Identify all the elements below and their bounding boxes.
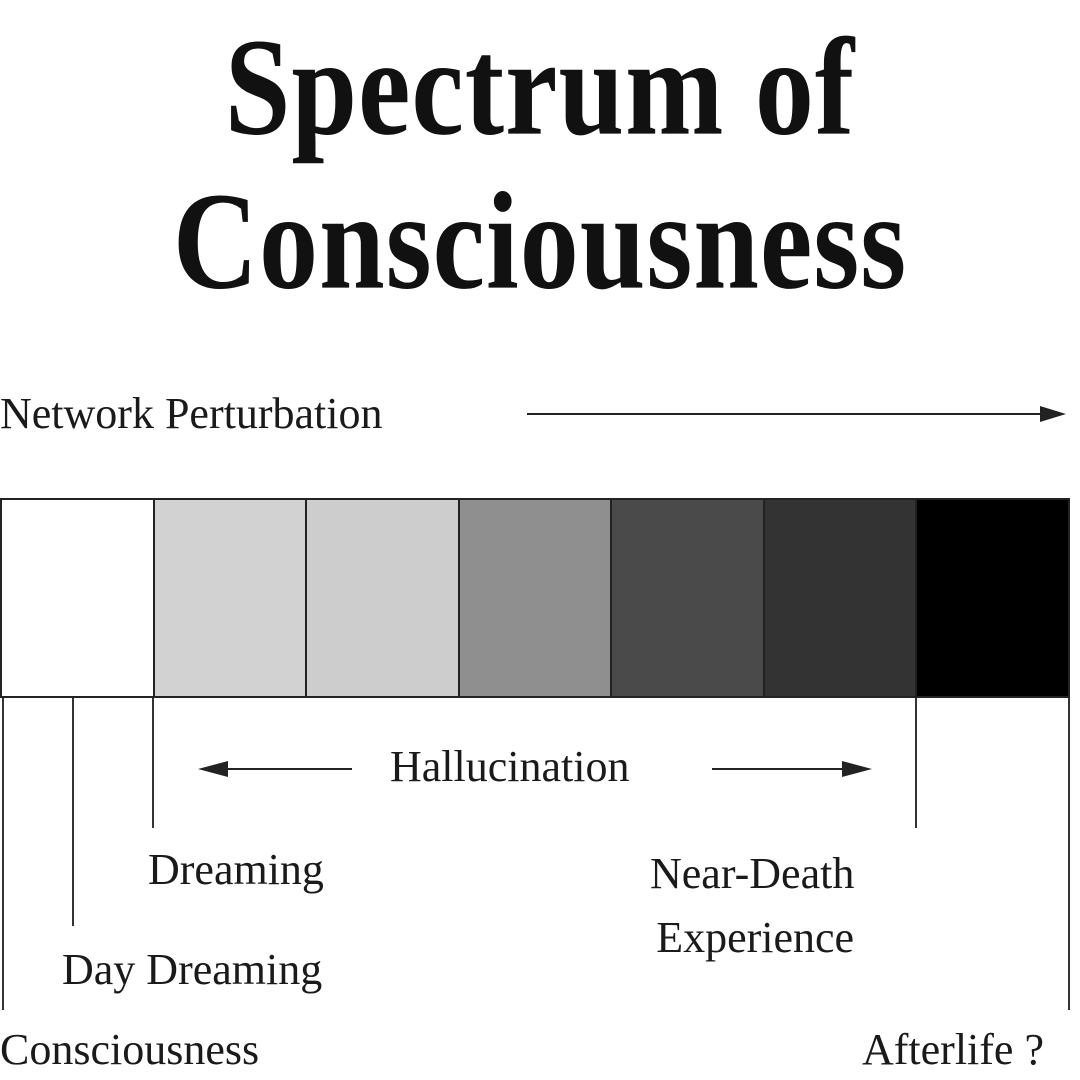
- spectrum-cell-1: [2, 500, 153, 696]
- spectrum-cell-4: [457, 500, 611, 696]
- consciousness-label: Consciousness: [0, 1025, 260, 1074]
- afterlife-label: Afterlife ?: [862, 1025, 1044, 1074]
- spectrum-bar: [0, 498, 1070, 698]
- near-death-experience-label: Near-Death Experience: [650, 842, 854, 970]
- day-dreaming-label: Day Dreaming: [62, 945, 323, 994]
- spectrum-cell-2: [152, 500, 306, 696]
- day-dreaming-marker: [72, 698, 74, 926]
- consciousness-marker: [2, 698, 4, 1010]
- afterlife-marker: [1068, 698, 1070, 1010]
- dreaming-marker: [152, 698, 154, 828]
- spectrum-cell-3: [305, 500, 458, 696]
- spectrum-cell-6: [762, 500, 916, 696]
- title-line-1: Spectrum of: [224, 9, 856, 165]
- dreaming-label: Dreaming: [148, 845, 324, 894]
- perturbation-arrow: [527, 406, 1066, 422]
- hallucination-label: Hallucination: [390, 742, 630, 791]
- spectrum-cell-5: [610, 500, 763, 696]
- near-death-marker: [915, 698, 917, 828]
- network-perturbation-label: Network Perturbation: [0, 389, 383, 438]
- hallucination-right-arrow: [712, 761, 872, 777]
- title-line-2: Consciousness: [172, 163, 908, 319]
- spectrum-cell-7: [915, 500, 1069, 696]
- hallucination-left-arrow: [198, 761, 352, 777]
- near-death-line-2: Experience: [656, 912, 855, 962]
- near-death-line-1: Near-Death: [650, 849, 855, 898]
